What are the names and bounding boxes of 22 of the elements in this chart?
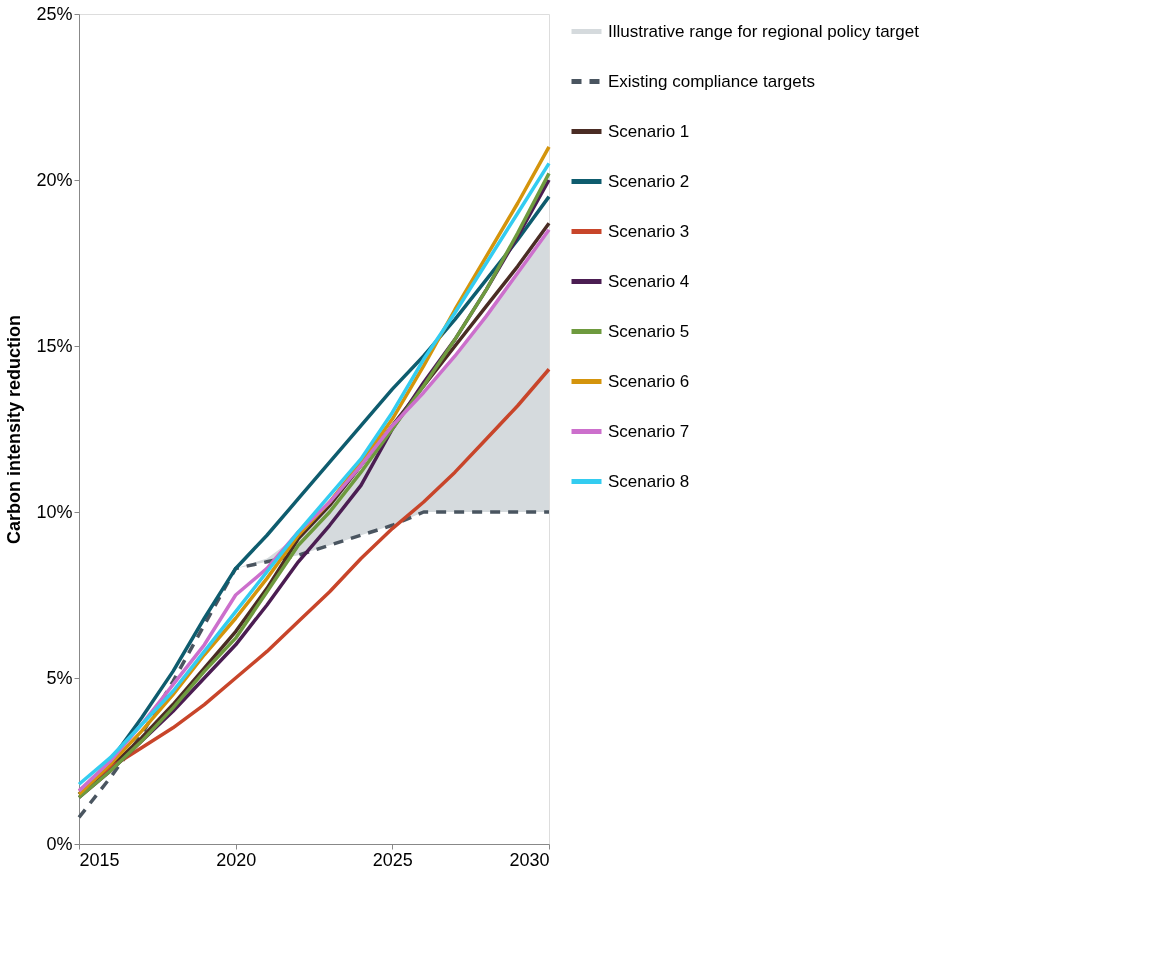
y-tick-label: 0% <box>46 833 73 854</box>
y-tick-label: 15% <box>36 335 73 356</box>
x-tick-label: 2030 <box>509 849 550 870</box>
legend-label: Scenario 4 <box>608 271 690 291</box>
legend-label: Scenario 6 <box>608 371 690 391</box>
legend-label: Scenario 8 <box>608 471 690 491</box>
legend-label: Scenario 3 <box>608 221 690 241</box>
legend-label: Scenario 7 <box>608 421 690 441</box>
x-tick-label: 2015 <box>79 849 120 870</box>
legend-label: Existing compliance targets <box>608 71 815 91</box>
x-tick-label: 2020 <box>216 849 257 870</box>
line-series <box>77 510 551 820</box>
legend-label: Scenario 1 <box>608 121 690 141</box>
legend-label: Scenario 5 <box>608 321 690 341</box>
y-tick-label: 10% <box>36 501 73 522</box>
y-axis-title: Carbon intensity reduction <box>4 314 25 545</box>
y-tick-label: 20% <box>36 169 73 190</box>
text: Illustrative range for regional policy target <box>608 21 920 41</box>
legend-label: Scenario 2 <box>608 171 690 191</box>
x-tick-label: 2025 <box>372 849 413 870</box>
y-tick-label: 25% <box>36 3 73 24</box>
y-tick-label: 5% <box>46 667 73 688</box>
